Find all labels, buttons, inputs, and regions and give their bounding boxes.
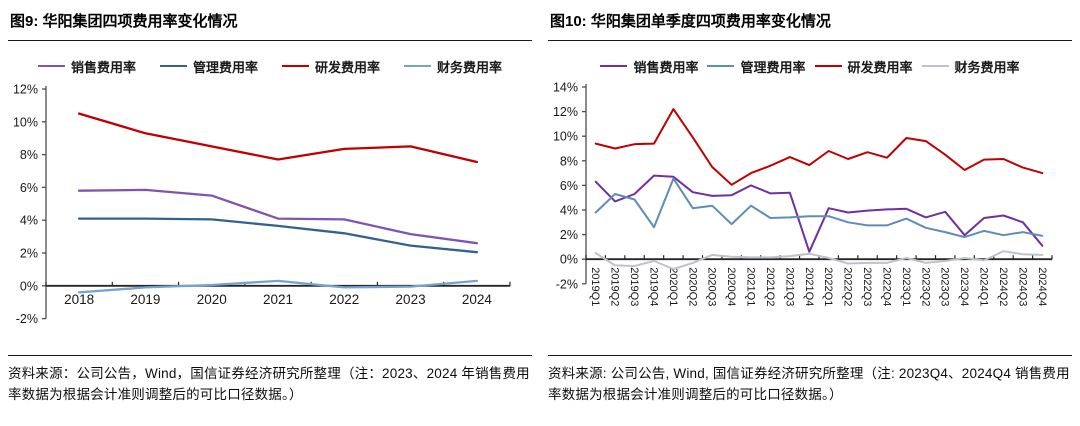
- x-tick-label: 2023Q3: [939, 267, 951, 306]
- y-tick-label: 8%: [560, 154, 578, 168]
- y-tick-label: 6%: [20, 181, 38, 195]
- legend-item-rd: 研发费用率: [814, 57, 913, 76]
- finance-expense-ratio-line: [77, 279, 479, 294]
- legend-label: 管理费用率: [740, 59, 806, 75]
- x-tick-label: 2022: [329, 292, 359, 307]
- legend-label: 研发费用率: [315, 59, 381, 75]
- y-tick-label: -2%: [556, 277, 578, 291]
- x-tick-label: 2024: [462, 292, 493, 307]
- y-tick-label: -2%: [16, 312, 38, 326]
- x-tick-label: 2021Q4: [803, 267, 815, 306]
- figure-10-panel: 图10: 华阳集团单季度四项费用率变化情况 销售费用率 管理费用率 研发费用率 财务费…: [548, 6, 1072, 402]
- legend-label: 管理费用率: [192, 59, 258, 75]
- x-tick-label: 2024Q1: [978, 267, 990, 306]
- y-tick-label: 6%: [560, 179, 578, 193]
- x-tick-label: 2024Q4: [1036, 267, 1048, 306]
- admin-expense-ratio-line: [77, 217, 479, 254]
- x-tick-label: 2023Q4: [958, 267, 970, 306]
- figure-9-panel: 图9: 华阳集团四项费用率变化情况 销售费用率 管理费用率 研发费用率 财务费用率 -…: [8, 6, 532, 402]
- x-tick-label: 2019Q2: [609, 267, 621, 306]
- x-tick-label: 2021Q3: [783, 267, 795, 306]
- x-tick-label: 2022Q4: [880, 267, 892, 306]
- rd-legend-line-icon: [282, 65, 309, 67]
- annual-expense-ratio-chart: -2% 0% 2% 4% 6% 8% 10% 12% 2018 2019 2020 2021 2022 2…: [13, 83, 511, 326]
- legend-quarterly: 销售费用率 管理费用率 研发费用率 财务费用率: [548, 57, 1072, 75]
- rd-expense-ratio-line: [77, 112, 479, 164]
- figure-10-title: 图10: 华阳集团单季度四项费用率变化情况: [548, 6, 1072, 41]
- legend-label: 研发费用率: [847, 59, 913, 75]
- y-tick-label: 10%: [13, 115, 38, 129]
- rd-legend-line-icon: [814, 65, 842, 67]
- legend-item-finance: 财务费用率: [404, 57, 502, 76]
- finance-legend-line-icon: [404, 65, 432, 67]
- admin-expense-ratio-line: [594, 177, 1044, 239]
- x-tick-label: 2020Q4: [725, 267, 737, 306]
- y-tick-label: 12%: [553, 105, 578, 119]
- y-tick-label: 10%: [553, 130, 578, 144]
- figure-10-source: 资料来源: 公司公告, Wind, 国信证券经济研究所整理（注: 2023Q4、…: [548, 355, 1072, 406]
- x-tick-label: 2024Q3: [1016, 267, 1028, 306]
- sales-expense-ratio-line: [594, 174, 1044, 253]
- finance-legend-line-icon: [921, 65, 949, 67]
- y-tick-label: 4%: [560, 204, 578, 218]
- x-tick-label: 2019Q3: [628, 267, 640, 306]
- legend-item-admin: 管理费用率: [707, 57, 806, 76]
- legend-item-admin: 管理费用率: [159, 57, 258, 76]
- x-tick-label: 2020: [197, 292, 227, 307]
- y-tick-label: 12%: [13, 83, 38, 97]
- legend-label: 销售费用率: [633, 59, 699, 75]
- x-tick-label: 2018: [64, 292, 94, 307]
- quarterly-expense-ratio-chart: -2% 0% 2% 4% 6% 8% 10% 12% 14% 2019Q1 2019Q2 2019Q3…: [553, 81, 1053, 306]
- admin-legend-line-icon: [159, 65, 187, 67]
- legend-label: 财务费用率: [954, 59, 1020, 75]
- legend-item-rd: 研发费用率: [282, 57, 380, 76]
- x-tick-label: 2024Q2: [997, 267, 1009, 306]
- admin-legend-line-icon: [707, 65, 735, 67]
- x-tick-label: 2020Q3: [706, 267, 718, 306]
- x-tick-label: 2020Q2: [686, 267, 698, 306]
- legend-annual: 销售费用率 管理费用率 研发费用率 财务费用率: [8, 57, 532, 75]
- sales-legend-line-icon: [600, 65, 628, 67]
- legend-label: 财务费用率: [437, 59, 503, 75]
- y-tick-label: 2%: [560, 228, 578, 242]
- y-tick-label: 8%: [20, 148, 38, 162]
- legend-item-sales: 销售费用率: [600, 57, 698, 76]
- x-tick-label: 2019Q1: [589, 267, 601, 306]
- x-tick-label: 2023Q1: [900, 267, 912, 306]
- x-tick-label: 2021: [263, 292, 293, 307]
- y-tick-label: 0%: [560, 253, 578, 267]
- x-tick-label: 2022Q3: [861, 267, 873, 306]
- x-tick-label: 2022Q2: [842, 267, 854, 306]
- y-tick-label: 0%: [20, 279, 38, 293]
- sales-legend-line-icon: [37, 65, 65, 67]
- y-tick-label: 2%: [20, 247, 38, 261]
- x-tick-label: 2023Q2: [919, 267, 931, 306]
- x-tick-label: 2019Q4: [647, 267, 659, 306]
- x-tick-label: 2023: [396, 292, 426, 307]
- x-tick-label: 2021Q2: [764, 267, 776, 306]
- y-tick-label: 14%: [553, 81, 578, 95]
- rd-expense-ratio-line: [594, 108, 1044, 186]
- y-tick-label: 4%: [20, 214, 38, 228]
- x-tick-label: 2020Q1: [667, 267, 679, 306]
- sales-expense-ratio-line: [77, 188, 479, 245]
- legend-label: 销售费用率: [70, 59, 136, 75]
- figure-9-title: 图9: 华阳集团四项费用率变化情况: [8, 6, 532, 41]
- x-tick-label: 2021Q1: [745, 267, 757, 306]
- x-tick-label: 2022Q1: [822, 267, 834, 306]
- legend-item-finance: 财务费用率: [921, 57, 1020, 76]
- x-tick-label: 2019: [130, 292, 160, 307]
- figure-9-source: 资料来源：公司公告，Wind，国信证券经济研究所整理（注：2023、2024 年…: [8, 355, 532, 406]
- legend-item-sales: 销售费用率: [37, 57, 136, 76]
- finance-expense-ratio-line: [594, 250, 1044, 270]
